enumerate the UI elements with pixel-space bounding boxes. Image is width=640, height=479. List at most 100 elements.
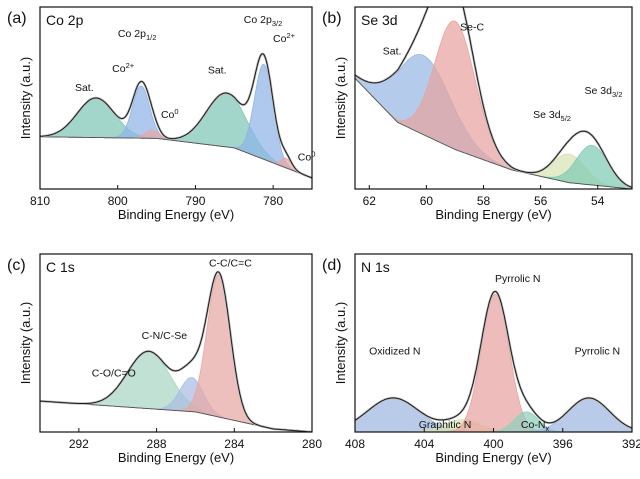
annotation-sat: Sat. (208, 64, 227, 76)
annotation-co-n: Co-Nx (521, 419, 550, 433)
annotation-text: Co (273, 33, 287, 45)
annotation-subscript: 5/2 (561, 114, 571, 123)
x-tick-label: 54 (591, 194, 605, 208)
annotation-text: Sat. (208, 64, 227, 76)
x-tick-label: 292 (69, 437, 89, 451)
panel-se-3d: 62 60 58 56 54 Binding Energy (eV) Intensity (… (322, 6, 633, 222)
annotation-co: Co0 (161, 107, 179, 121)
panel-label: (b) (322, 10, 342, 27)
annotation-text: C-C/C=C (209, 257, 252, 269)
annotation-pyrrolic-n: Pyrrolic N (495, 273, 541, 285)
panel-co-2p: 810 800 790 780 Binding Energy (eV) Intensity… (7, 6, 316, 222)
annotation-text: Co 2p (118, 28, 146, 40)
y-axis-title: Intensity (a.u.) (18, 57, 33, 139)
annotation-c-c-c-c: C-C/C=C (209, 257, 252, 269)
plot-frame (39, 6, 313, 190)
y-axis-title: Intensity (a.u.) (333, 57, 348, 139)
plot-area (355, 7, 632, 189)
fitted-envelope (355, 290, 632, 429)
x-tick-label: 62 (363, 194, 377, 208)
x-axis-title: Binding Energy (eV) (118, 450, 234, 465)
plot-area (355, 290, 632, 432)
annotation-text: Graphitic N (419, 419, 472, 431)
annotation-c-o-c-o: C-O/C=O (92, 367, 136, 379)
annotation-subscript: 3/2 (272, 19, 282, 28)
x-tick-label: 810 (30, 194, 50, 208)
annotation-se-c: Se-C (460, 22, 484, 34)
annotation-sat: Sat. (75, 82, 94, 94)
annotation-text: Sat. (383, 45, 402, 57)
background-line (355, 77, 632, 189)
annotation-pyrrolic-n: Pyrrolic N (575, 346, 621, 358)
background-line (40, 136, 312, 179)
annotation-text: Se 3d (533, 109, 561, 121)
fitted-envelope (355, 7, 632, 188)
x-tick-label: 60 (420, 194, 434, 208)
x-tick-label: 408 (345, 437, 365, 451)
x-axis-title: Binding Energy (eV) (435, 450, 551, 465)
annotation-text: Se-C (460, 22, 484, 34)
peak-pyrrolic-n-4 (355, 397, 632, 432)
annotation-graphitic-n: Graphitic N (419, 419, 472, 431)
plot-frame (354, 6, 633, 190)
x-tick-label: 790 (185, 194, 205, 208)
annotation-c-n-c-se: C-N/C-Se (142, 330, 188, 342)
panel-title: N 1s (361, 259, 390, 275)
x-axis-title: Binding Energy (eV) (435, 207, 551, 222)
panel-label: (a) (7, 10, 27, 27)
panel-title: Co 2p (46, 12, 84, 28)
annotation-co: Co2+ (112, 61, 135, 75)
x-tick-label: 404 (414, 437, 434, 451)
x-tick-label: 396 (553, 437, 573, 451)
annotation-text: Co (112, 63, 126, 75)
x-tick-label: 780 (263, 194, 283, 208)
annotation-superscript: 0 (311, 150, 315, 159)
plot-area (40, 52, 312, 180)
annotation-text: Co (298, 152, 312, 164)
annotation-text: Pyrrolic N (495, 273, 541, 285)
x-tick-label: 800 (108, 194, 128, 208)
x-tick-label: 400 (483, 437, 503, 451)
annotation-superscript: 2+ (126, 61, 135, 70)
annotation-superscript: 0 (174, 107, 178, 116)
panel-title: Se 3d (361, 12, 398, 28)
fitted-envelope (40, 53, 312, 179)
x-axis-title: Binding Energy (eV) (118, 207, 234, 222)
annotation-sat: Sat. (383, 45, 402, 57)
x-tick-label: 280 (302, 437, 322, 451)
annotation-se-3d: Se 3d3/2 (584, 85, 622, 99)
x-tick-label: 392 (622, 437, 640, 451)
annotation-superscript: 2+ (286, 31, 295, 40)
x-tick-label: 56 (534, 194, 548, 208)
panel-c-1s: 292 288 284 280 Binding Energy (eV) Intensity… (7, 253, 322, 465)
panel-title: C 1s (46, 259, 75, 275)
y-axis-title: Intensity (a.u.) (18, 302, 33, 384)
annotation-co: Co0 (298, 150, 316, 164)
annotation-co-2p: Co 2p3/2 (244, 14, 282, 28)
annotation-text: Co 2p (244, 14, 272, 26)
annotation-text: C-N/C-Se (142, 330, 188, 342)
x-tick-label: 58 (477, 194, 491, 208)
plot-frame (39, 253, 313, 433)
annotation-text: Pyrrolic N (575, 346, 621, 358)
annotation-text: Co (161, 109, 175, 121)
annotation-text: C-O/C=O (92, 367, 136, 379)
annotation-se-3d: Se 3d5/2 (533, 109, 571, 123)
panel-label: (c) (7, 257, 26, 274)
x-tick-label: 284 (224, 437, 244, 451)
annotation-co: Co2+ (273, 31, 296, 45)
x-tick-label: 288 (147, 437, 167, 451)
annotation-co-2p: Co 2p1/2 (118, 28, 156, 42)
annotation-text: Co-N (521, 419, 546, 431)
annotation-text: Oxidized N (369, 346, 420, 358)
y-axis-title: Intensity (a.u.) (333, 302, 348, 384)
plot-area (40, 270, 312, 432)
annotation-oxidized-n: Oxidized N (369, 346, 420, 358)
fitted-envelope (40, 271, 312, 432)
annotation-subscript: 3/2 (612, 90, 622, 99)
annotation-subscript: x (545, 424, 549, 433)
peak-c-o-c-o-0 (40, 351, 312, 432)
panel-n-1s: 408 404 400 396 392 Binding Energy (eV) Intens… (322, 253, 640, 465)
panel-label: (d) (322, 257, 342, 274)
